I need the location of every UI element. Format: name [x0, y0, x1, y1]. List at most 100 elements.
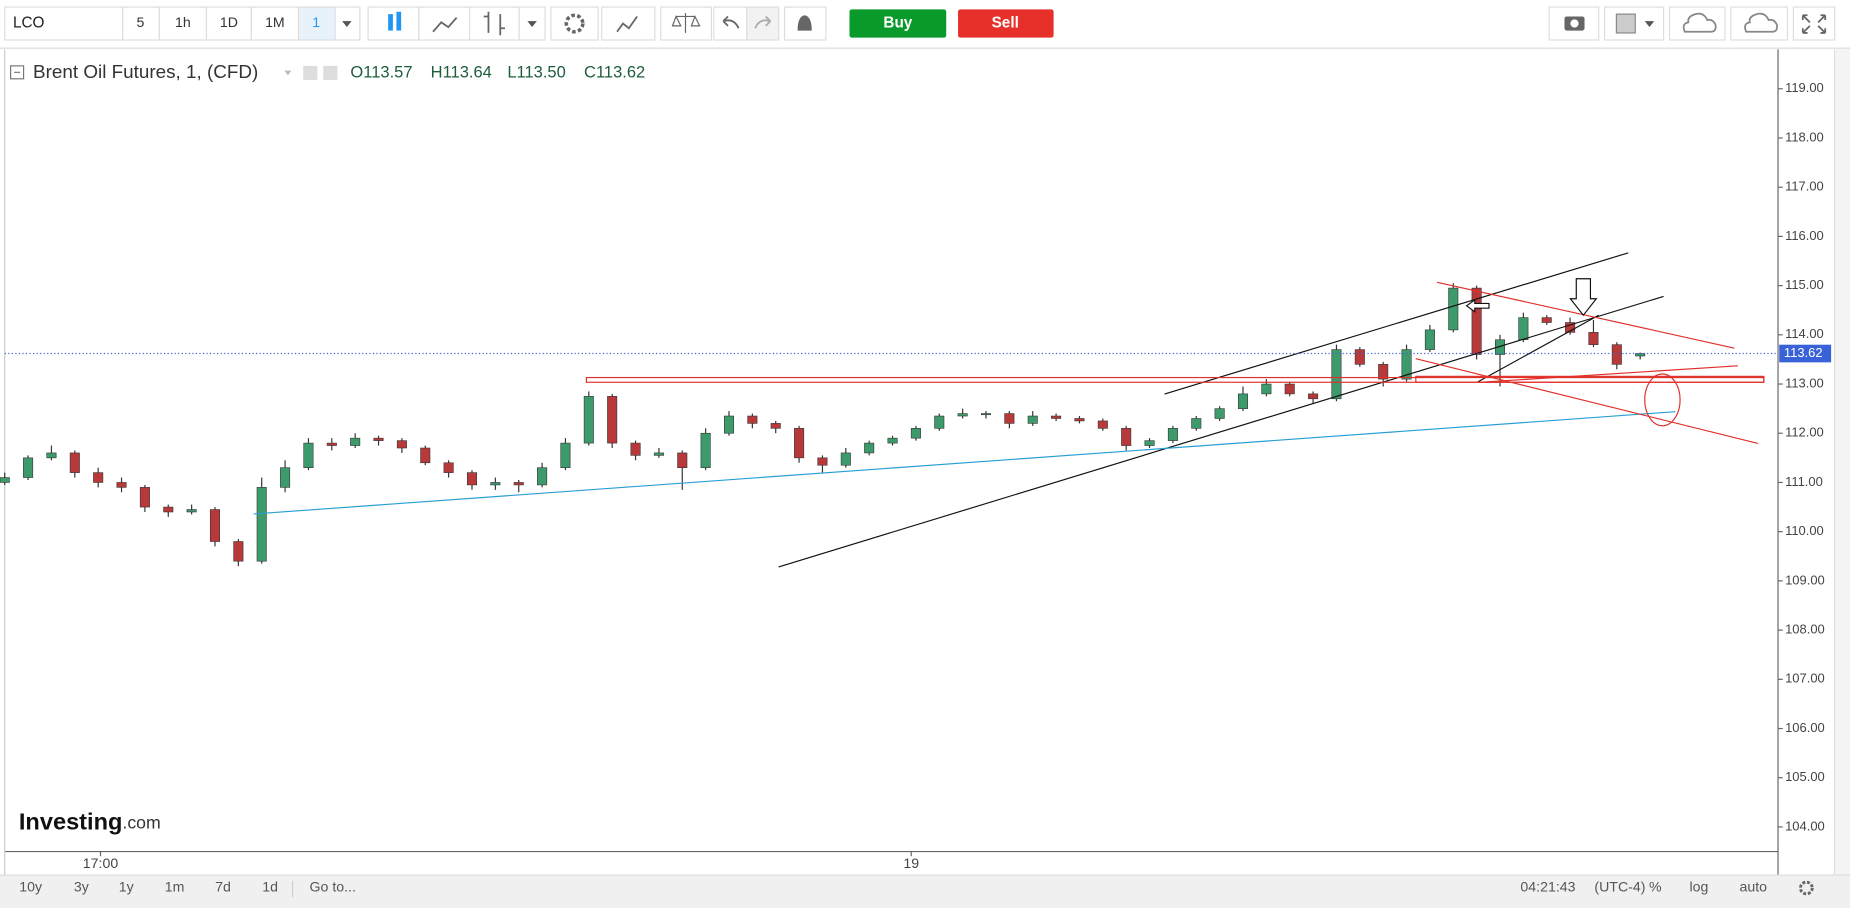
candle-body [93, 472, 104, 483]
sell-label[interactable]: Sell [992, 15, 1019, 32]
drawings [253, 252, 1765, 568]
candle-body [139, 487, 150, 508]
candle-body [1378, 364, 1389, 380]
candle-body [1448, 287, 1459, 331]
candle-body [1401, 349, 1412, 380]
dropdown-caret [1644, 21, 1655, 28]
circle-mark [1644, 373, 1681, 427]
y-tick-label: 117.00 [1785, 179, 1824, 194]
y-tick-label: 115.00 [1785, 277, 1824, 292]
icon [1615, 13, 1636, 34]
interval-label[interactable]: 1D [220, 14, 238, 30]
bar-type-button[interactable] [468, 6, 520, 41]
range-button[interactable]: 7d [215, 879, 231, 895]
candle-body [186, 509, 197, 513]
candles [0, 283, 1646, 567]
trend-line [1476, 314, 1599, 383]
icon [722, 15, 740, 29]
load-button[interactable] [1668, 6, 1726, 41]
interval-button-active[interactable] [297, 6, 336, 41]
plot-area [4, 49, 1779, 852]
y-tick-label: 118.00 [1785, 129, 1824, 144]
candle-body [513, 482, 524, 486]
interval-label[interactable]: 1 [312, 14, 320, 30]
range-button[interactable]: 3y [74, 879, 90, 895]
range-button[interactable]: 1y [119, 879, 135, 895]
icon [754, 15, 772, 29]
range-button[interactable]: 10y [19, 879, 43, 895]
legend-icon [323, 65, 338, 80]
y-tick-label: 109.00 [1785, 572, 1825, 587]
candle-body [1237, 393, 1249, 409]
candle-body [1214, 408, 1225, 419]
candle-body [1121, 428, 1132, 446]
trend-line [1480, 365, 1738, 383]
range-button[interactable]: 1d [262, 879, 278, 895]
save-button[interactable] [1730, 6, 1789, 41]
percent-toggle[interactable]: % [1649, 879, 1662, 895]
interval-button[interactable] [205, 6, 252, 41]
undo-button[interactable] [713, 6, 748, 41]
candle-body [910, 428, 921, 439]
sell-button[interactable] [958, 9, 1054, 38]
candle-body [630, 442, 641, 456]
trend-line [1415, 358, 1759, 444]
right-icons [1564, 12, 1827, 34]
candle-body [723, 415, 735, 434]
candle-body [1611, 344, 1622, 365]
candle-body [46, 452, 57, 459]
fullscreen-button[interactable] [1792, 6, 1836, 41]
candle-body [934, 415, 945, 429]
candle-body [1027, 415, 1038, 424]
chart-type-button[interactable] [367, 6, 420, 41]
timezone[interactable]: (UTC-4) [1594, 879, 1645, 895]
alert-button[interactable] [784, 6, 827, 41]
icon [1801, 14, 1827, 34]
trend-line [1436, 281, 1735, 349]
candle-body [1097, 420, 1108, 429]
candle-body [653, 452, 664, 456]
symbol[interactable]: LCO [13, 15, 45, 32]
y-tick-label: 106.00 [1785, 720, 1825, 735]
goto-button[interactable]: Go to... [310, 879, 356, 895]
auto-toggle[interactable]: auto [1739, 879, 1767, 895]
candle-body [69, 452, 80, 473]
settings-icon[interactable] [1798, 880, 1814, 896]
symbol-input[interactable] [4, 6, 124, 41]
x-tick-label: 19 [903, 855, 919, 871]
candle-body [1167, 428, 1178, 441]
candle-body [303, 442, 314, 468]
y-tick-label: 107.00 [1785, 671, 1825, 686]
interval-label[interactable]: 1h [175, 14, 191, 30]
interval-label[interactable]: 1M [265, 14, 285, 30]
interval-group [122, 6, 361, 41]
interval-label[interactable]: 5 [136, 14, 144, 30]
range-button[interactable]: 1m [165, 879, 185, 895]
y-tick-label: 116.00 [1785, 228, 1824, 243]
legend-close: C113.62 [584, 63, 645, 81]
candle-body [560, 442, 571, 468]
candle-body [1331, 349, 1342, 400]
candle-body [443, 462, 454, 473]
interval-button[interactable] [122, 6, 160, 41]
candle-body [700, 432, 711, 468]
y-tick-label: 114.00 [1785, 326, 1824, 341]
buy-button[interactable] [849, 9, 947, 38]
log-toggle[interactable]: log [1690, 879, 1709, 895]
trend-line [253, 411, 1676, 515]
y-tick-label: 119.00 [1785, 80, 1824, 95]
buy-label[interactable]: Buy [883, 15, 912, 32]
redo-button[interactable] [746, 6, 780, 41]
logo-brand: Investing [19, 809, 123, 835]
logo-suffix: .com [122, 812, 160, 832]
interval-button[interactable] [158, 6, 208, 41]
candle-body [1144, 440, 1155, 446]
candle-body [864, 442, 875, 454]
x-tick-label: 17:00 [83, 855, 119, 871]
icon [1682, 12, 1717, 33]
candle-body [233, 541, 244, 562]
dropdown-caret [342, 21, 352, 28]
settings-button[interactable] [550, 6, 599, 41]
indicators-button[interactable] [601, 6, 656, 41]
